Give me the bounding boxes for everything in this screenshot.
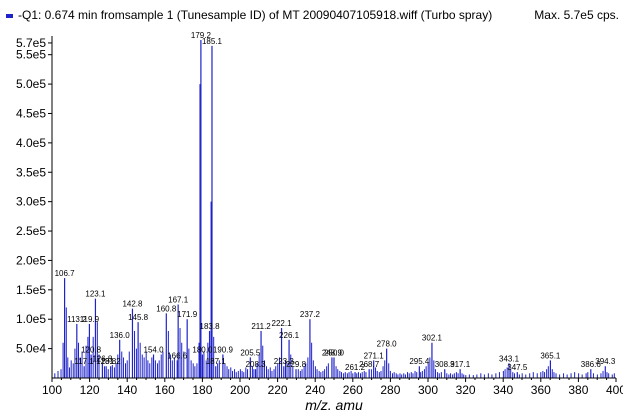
peak-label: 113.2 xyxy=(67,315,87,324)
peak-label: 185.1 xyxy=(202,37,223,46)
peak-label: 136.0 xyxy=(110,331,131,340)
peak-label: 142.8 xyxy=(122,300,143,309)
y-tick-label: 5.0e5 xyxy=(16,77,46,91)
x-tick-label: 240 xyxy=(305,383,325,397)
x-tick-label: 300 xyxy=(418,383,438,397)
y-tick-label: 2.0e5 xyxy=(16,253,46,267)
x-tick-label: 180 xyxy=(192,383,212,397)
y-tick-label: 2.5e5 xyxy=(16,224,46,238)
peak-label: 123.1 xyxy=(85,290,106,299)
peak-label: 190.9 xyxy=(213,345,234,354)
y-tick-label: 5.0e4 xyxy=(16,342,46,356)
peak-label: 166.6 xyxy=(167,351,188,360)
peak-label: 208.3 xyxy=(246,360,267,369)
peak-label: 302.1 xyxy=(422,334,443,343)
peak-label: 226.1 xyxy=(279,331,300,340)
peak-label: 386.6 xyxy=(581,360,602,369)
peak-label: 167.1 xyxy=(168,296,189,305)
peak-label: 180.0 xyxy=(192,345,213,354)
peak-label: 248.9 xyxy=(322,348,343,357)
y-tick-label: 3.5e5 xyxy=(16,165,46,179)
peak-labels: 106.7 113.2 117.1 119.9 120.8 123.1 126.8128.8… xyxy=(55,31,616,372)
peak-label: 145.8 xyxy=(128,313,149,322)
x-tick-label: 340 xyxy=(493,383,513,397)
x-tick-label: 100 xyxy=(42,383,62,397)
y-tick-label: 4.0e5 xyxy=(16,136,46,150)
peak-label: 120.8 xyxy=(81,345,102,354)
x-tick-label: 400 xyxy=(606,383,623,397)
y-tick-label: 1.5e5 xyxy=(16,283,46,297)
max-intensity-label: Max. 5.7e5 cps. xyxy=(534,8,619,22)
peak-label: 223.3 xyxy=(274,357,295,366)
peak-label: 187.1 xyxy=(206,357,227,366)
peak-label: 119.9 xyxy=(80,315,100,324)
peak-label: 126.8 xyxy=(92,354,113,363)
peak-label: 394.3 xyxy=(595,357,616,366)
y-tick-label: 5.7e5 xyxy=(16,36,46,50)
peak-label: 295.4 xyxy=(409,357,430,366)
x-tick-label: 160 xyxy=(155,383,175,397)
peak-label: 365.1 xyxy=(540,351,561,360)
y-tick-label: 1.0e5 xyxy=(16,312,46,326)
peak-label: 222.1 xyxy=(272,319,293,328)
peak-label: 171.9 xyxy=(177,310,198,319)
peak-label: 117.1 xyxy=(74,357,94,366)
y-axis-ticks: 5.0e4 1.0e5 1.5e5 2.0e5 2.5e5 3.0e5 3.5e5 4.0e5… xyxy=(16,36,52,356)
legend-label: -Q1: 0.674 min fromsample 1 (Tunesample … xyxy=(18,8,493,22)
x-axis-ticks: 100 120 140 160 180 200 220 240 260 280 300 320 340 3… xyxy=(42,378,623,397)
peak-label: 237.2 xyxy=(300,310,321,319)
x-tick-label: 320 xyxy=(456,383,476,397)
x-tick-label: 200 xyxy=(230,383,250,397)
peak-label: 179.2 xyxy=(191,31,212,40)
peak-label: 271.1 xyxy=(364,351,385,360)
x-tick-label: 360 xyxy=(531,383,551,397)
peak-label: 250.0 xyxy=(324,348,345,357)
peak-label: 154.0 xyxy=(144,345,165,354)
peak-label: 160.8 xyxy=(156,304,177,313)
x-tick-label: 140 xyxy=(117,383,137,397)
x-tick-label: 120 xyxy=(80,383,100,397)
peak-label: 183.8 xyxy=(200,322,221,331)
peak-label: 128.8 xyxy=(96,357,117,366)
peak-label: 131.2 xyxy=(101,357,122,366)
y-tick-label: 4.5e5 xyxy=(16,106,46,120)
y-tick-label: 3.0e5 xyxy=(16,195,46,209)
x-tick-label: 260 xyxy=(343,383,363,397)
peak-label: 347.5 xyxy=(507,363,528,372)
x-axis-title: m/z, amu xyxy=(305,397,363,410)
peak-label: 261.2 xyxy=(345,363,366,372)
peak-label: 268.7 xyxy=(359,360,380,369)
peak-label: 343.1 xyxy=(499,354,520,363)
peak-label: 278.0 xyxy=(377,340,398,349)
x-tick-label: 220 xyxy=(268,383,288,397)
peak-label: 106.7 xyxy=(55,269,76,278)
x-tick-label: 280 xyxy=(380,383,400,397)
peak-label: 211.2 xyxy=(251,322,271,331)
peak-label: 317.1 xyxy=(450,360,471,369)
peak-label: 205.5 xyxy=(240,348,261,357)
y-tick-label: 5.5e5 xyxy=(16,48,46,62)
chart-header: -Q1: 0.674 min fromsample 1 (Tunesample … xyxy=(0,0,623,26)
x-tick-label: 380 xyxy=(568,383,588,397)
spectrum-peaks xyxy=(54,40,615,378)
peak-label: 308.9 xyxy=(435,360,456,369)
peak-label: 229.8 xyxy=(286,360,307,369)
legend-swatch xyxy=(6,14,13,18)
